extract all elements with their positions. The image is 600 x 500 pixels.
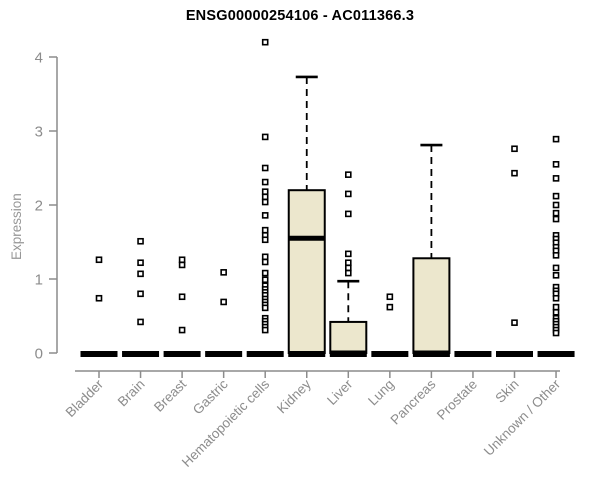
outlier-point: [137, 259, 144, 267]
outlier-point: [552, 252, 560, 259]
outlier-point: [95, 256, 103, 264]
x-tick-label: Liver: [324, 376, 356, 408]
y-tick-label: 4: [35, 50, 43, 67]
box: [287, 189, 326, 354]
outlier-point: [344, 250, 352, 258]
zero-bar: [371, 351, 409, 357]
outlier-point: [261, 269, 269, 277]
outlier-point: [552, 329, 560, 337]
zero-bar: [454, 351, 492, 357]
outlier-point: [178, 261, 186, 269]
x-tick-label: Lung: [365, 377, 397, 409]
outlier-point: [344, 264, 352, 272]
outlier-point: [552, 175, 560, 182]
zero-bar: [122, 351, 160, 357]
outlier-point: [261, 276, 269, 284]
outlier-point: [261, 133, 269, 141]
outlier-point: [552, 135, 560, 143]
chart-title: ENSG00000254106 - AC011366.3: [185, 8, 415, 24]
zero-bar: [537, 351, 575, 357]
outlier-point: [137, 270, 144, 278]
outlier-point: [261, 178, 269, 186]
outlier-point: [344, 269, 352, 277]
outlier-point: [386, 303, 394, 311]
x-tick-label: Unknown / Other: [481, 376, 564, 459]
outlier-point: [137, 237, 144, 245]
outlier-point: [261, 236, 269, 244]
zero-bar: [246, 351, 284, 357]
outlier-point: [552, 303, 560, 311]
x-tick-label: Brain: [115, 377, 148, 410]
y-tick-label: 3: [35, 124, 43, 141]
outlier-point: [344, 171, 352, 178]
outlier-point: [511, 169, 518, 177]
outlier-point: [344, 259, 352, 267]
outlier-point: [511, 145, 518, 153]
outlier-point: [552, 264, 560, 272]
outlier-point: [261, 193, 269, 201]
x-tick-label: Skin: [492, 377, 521, 406]
outlier-point: [552, 192, 560, 200]
x-tick-label: Bladder: [63, 376, 107, 420]
outlier-point: [261, 226, 269, 234]
outlier-point: [137, 318, 144, 326]
outlier-point: [261, 212, 269, 219]
zero-bar: [329, 351, 367, 357]
box: [329, 320, 368, 355]
outlier-point: [552, 161, 560, 168]
outlier-point: [178, 293, 186, 301]
outlier-point: [261, 258, 269, 266]
zero-bar: [163, 351, 201, 357]
outlier-point: [552, 271, 560, 279]
zero-bar: [412, 351, 450, 357]
outlier-point: [95, 294, 103, 302]
outlier-point: [261, 253, 269, 261]
outlier-point: [552, 308, 560, 316]
y-tick-label: 1: [35, 272, 43, 289]
zero-bar: [205, 351, 243, 357]
zero-bar: [496, 351, 533, 357]
outlier-point: [261, 164, 269, 172]
outlier-point: [344, 190, 352, 198]
outlier-point: [261, 326, 269, 334]
outlier-point: [178, 256, 186, 264]
outlier-point: [511, 319, 518, 326]
outlier-point: [178, 326, 186, 334]
outlier-point: [261, 304, 269, 312]
x-tick-label: Pancreas: [388, 376, 439, 427]
x-tick-label: Gastric: [190, 376, 231, 417]
outlier-point: [386, 293, 394, 301]
outlier-point: [552, 215, 560, 223]
zero-bar: [80, 351, 118, 357]
outlier-point: [344, 210, 352, 218]
y-tick-label: 0: [35, 346, 43, 363]
outlier-point: [552, 209, 560, 217]
x-tick-label: Prostate: [434, 377, 480, 423]
outlier-point: [220, 298, 227, 306]
y-tick-label: 2: [35, 198, 43, 215]
zero-bar: [288, 351, 326, 357]
outlier-point: [261, 198, 269, 206]
outlier-point: [552, 294, 560, 302]
outlier-point: [261, 38, 269, 46]
outlier-point: [220, 269, 227, 276]
box: [412, 257, 451, 354]
outlier-point: [261, 188, 269, 195]
outlier-point: [137, 290, 144, 298]
x-tick-label: Breast: [151, 376, 189, 414]
outlier-point: [552, 201, 560, 209]
x-tick-label: Kidney: [274, 376, 314, 416]
